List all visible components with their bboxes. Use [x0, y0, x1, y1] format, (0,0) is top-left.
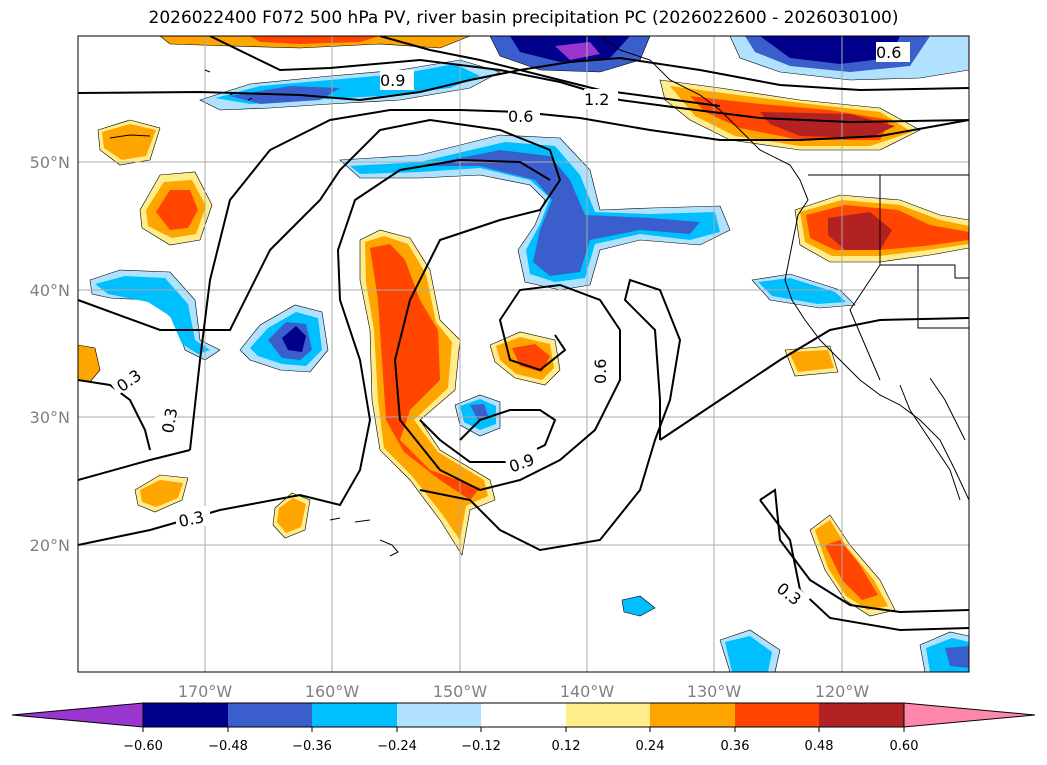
positive-anomaly-region [789, 350, 834, 372]
positive-anomaly-region [250, 36, 380, 44]
colorbar-tick-label: −0.48 [208, 739, 248, 754]
state-border [917, 265, 969, 329]
colorbar-segment [481, 703, 566, 727]
lon-label-170w: 170°W [178, 682, 233, 701]
map-border [77, 35, 970, 673]
colorbar-tick-label: 0.36 [721, 739, 750, 754]
contour-label: 0.3 [158, 406, 181, 434]
pv-contours [78, 36, 969, 632]
colorbar-segment [650, 703, 735, 727]
pv-contour [419, 409, 557, 463]
positive-anomaly-region [156, 190, 198, 230]
pv-contour [419, 278, 682, 552]
colorbar-tick-label: −0.12 [461, 739, 501, 754]
pv-contour [759, 499, 969, 632]
lon-label-160w: 160°W [305, 682, 360, 701]
colorbar-tick-label: −0.24 [377, 739, 417, 754]
pv-contour [659, 317, 969, 441]
gridlines [78, 36, 969, 672]
lat-label-50n: 50°N [30, 153, 70, 172]
north-america-coastline [599, 36, 969, 501]
negative-anomaly-region [758, 278, 846, 304]
pv-contour [78, 118, 621, 492]
baja-coastline [899, 377, 966, 501]
colorbar-segment [312, 703, 397, 727]
map-title: 2026022400 F072 500 hPa PV, river basin … [148, 8, 899, 28]
colorbar-tick-label: −0.36 [292, 739, 332, 754]
negative-anomaly-region [945, 646, 969, 668]
lon-label-140w: 140°W [560, 682, 615, 701]
lon-label-120w: 120°W [815, 682, 870, 701]
colorbar-tick-label: 0.24 [636, 739, 665, 754]
positive-anomaly-region [277, 498, 306, 533]
longitude-labels: 170°W 160°W 150°W 140°W 130°W 120°W [178, 682, 870, 701]
positive-anomaly-region [828, 212, 892, 250]
colorbar-segment [819, 703, 904, 727]
positive-anomaly-region [140, 480, 183, 507]
colorbar-segment [228, 703, 312, 727]
negative-anomaly-region [470, 404, 488, 420]
colorbar: −0.60 −0.48 −0.36 −0.24 −0.12 0.12 0.24 … [11, 702, 1036, 754]
pv-contour [379, 36, 721, 107]
lat-label-30n: 30°N [30, 408, 70, 427]
lat-label-20n: 20°N [30, 536, 70, 555]
colorbar-ticks [142, 727, 905, 732]
lon-label-150w: 150°W [433, 682, 488, 701]
lon-label-130w: 130°W [687, 682, 742, 701]
contour-label: 0.6 [508, 107, 533, 126]
lat-label-40n: 40°N [30, 281, 70, 300]
negative-anomaly-region [420, 150, 700, 276]
latitude-labels: 50°N 40°N 30°N 20°N [30, 153, 70, 555]
state-border [849, 264, 881, 381]
negative-anomaly-region [95, 276, 210, 354]
positive-anomaly-region [512, 344, 550, 372]
positive-anomaly-region [370, 244, 480, 500]
pv-contour [78, 379, 151, 451]
colorbar-segment [735, 703, 819, 727]
pv-contour [78, 449, 191, 481]
contour-label: 0.6 [591, 359, 610, 384]
state-border [879, 175, 969, 279]
colorbar-frame [142, 702, 905, 728]
colorbar-segment [566, 703, 650, 727]
positive-anomaly-region [825, 540, 878, 600]
colorbar-tick-label: −0.60 [123, 739, 163, 754]
pv-contour [78, 158, 551, 546]
pv-contour [209, 36, 969, 124]
negative-anomaly-region [339, 134, 731, 291]
colorbar-tick-label: 0.12 [552, 739, 581, 754]
contour-label: 1.2 [584, 90, 609, 109]
colorbar-tick-label: 0.60 [890, 739, 919, 754]
pv-contour [189, 109, 969, 451]
colorbar-tick-label: 0.48 [805, 739, 834, 754]
coastlines [109, 36, 969, 557]
negative-anomaly-region [555, 42, 600, 60]
contour-label: 0.6 [876, 43, 901, 62]
contour-label-group: 0.6 1.2 0.9 0.6 0.6 0.3 0.3 0.3 0.9 0.3 [106, 42, 910, 614]
contour-label: 0.3 [177, 507, 206, 531]
negative-anomaly-region [725, 636, 772, 672]
colorbar-segment [903, 702, 1036, 728]
colorbar-segment [143, 703, 228, 727]
pv-contour [759, 488, 969, 614]
negative-anomaly-region [760, 36, 900, 64]
island [109, 134, 399, 557]
colorbar-segment [397, 703, 481, 727]
contour-label: 0.9 [380, 71, 405, 90]
negative-anomaly-region [282, 326, 306, 352]
map-panel: 0.6 1.2 0.9 0.6 0.6 0.3 0.3 0.3 0.9 0.3 [78, 36, 969, 672]
colorbar-segment [11, 702, 144, 728]
negative-anomaly-region [621, 595, 656, 617]
positive-anomaly-region [102, 124, 156, 160]
positive-anomaly-region [78, 344, 101, 383]
